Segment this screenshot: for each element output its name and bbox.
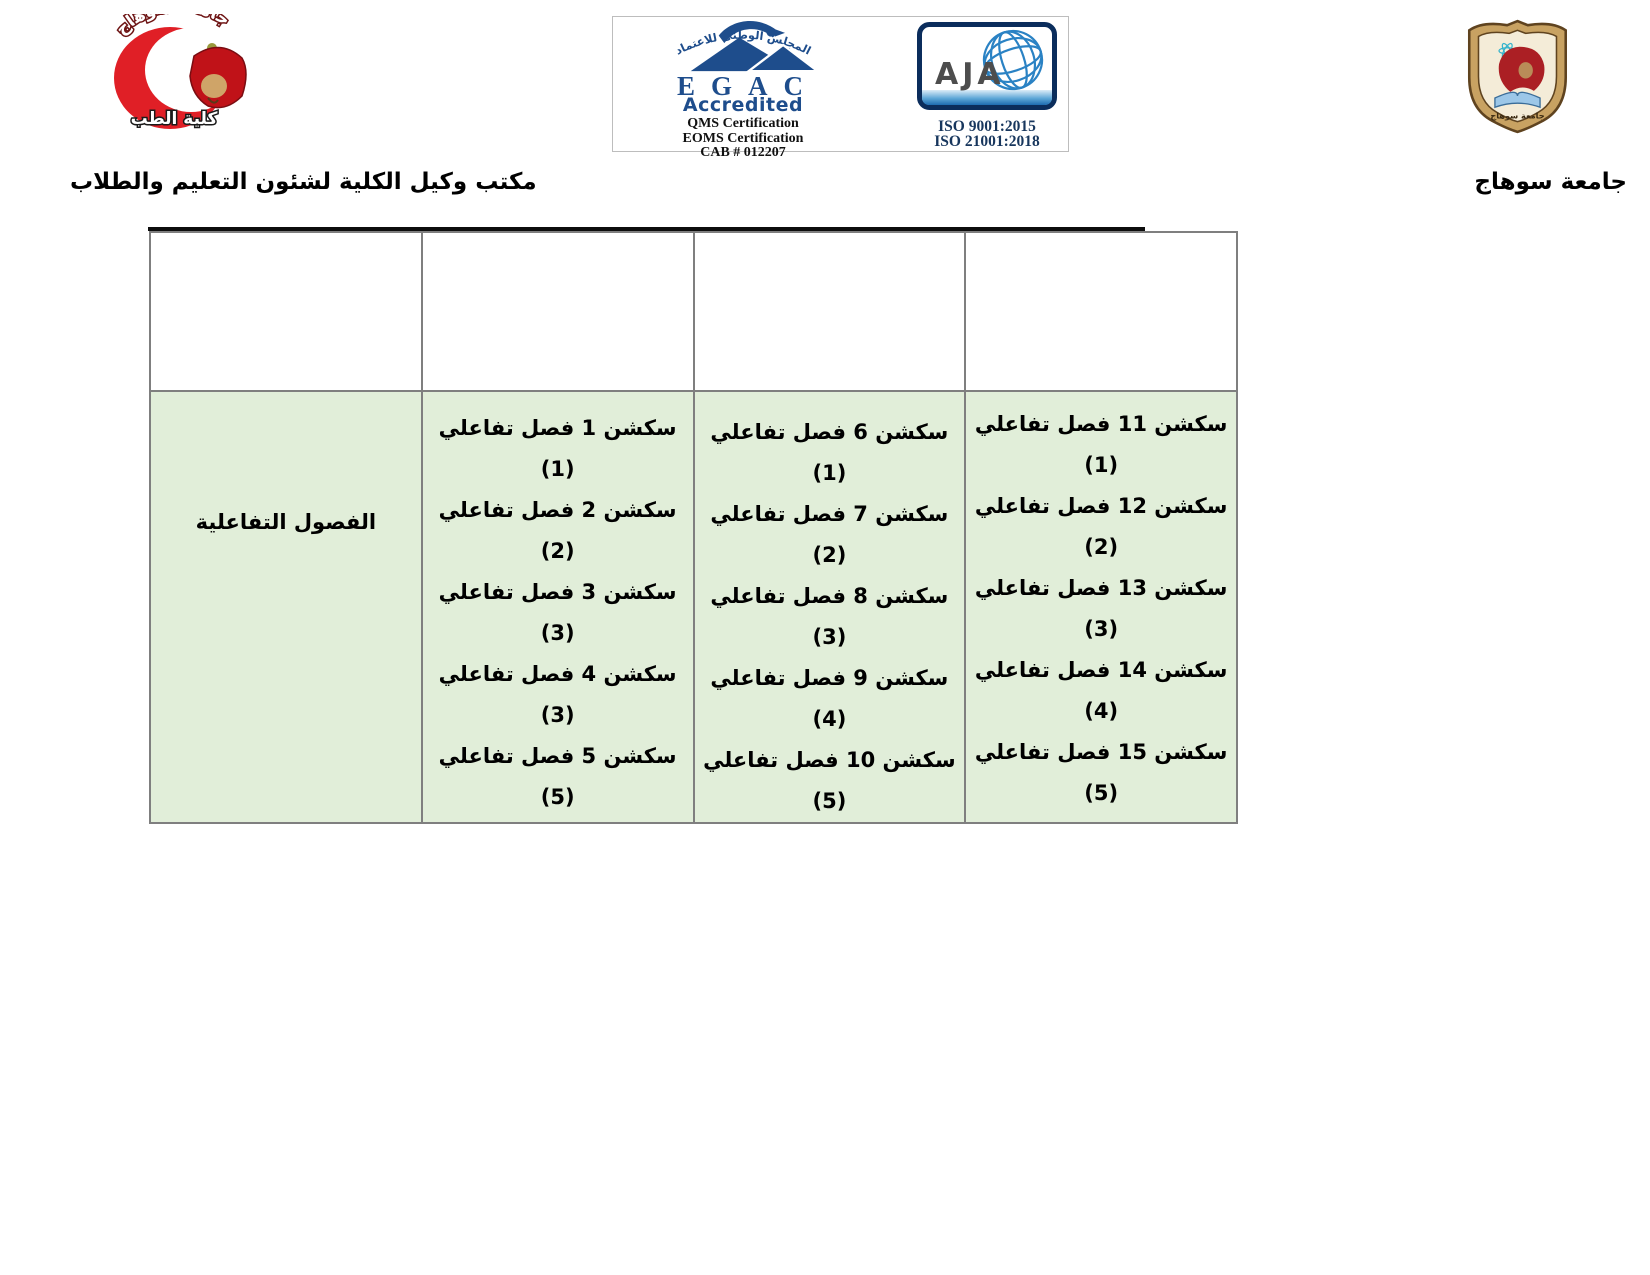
section-item: سكشن 14 فصل تفاعلي (4) — [974, 658, 1228, 723]
globe-wireframe — [982, 29, 1044, 91]
pharaoh-head-icon — [1498, 46, 1545, 92]
sections-6-10-cell: سكشن 6 فصل تفاعلي (1) سكشن 7 فصل تفاعلي … — [692, 390, 967, 824]
faculty-logo-bottom-text: كلية الطب — [131, 109, 218, 129]
egac-acronym: EGAC — [676, 71, 819, 101]
header-rule — [148, 227, 1145, 231]
aja-globe-icon: AJA — [917, 22, 1057, 110]
section-item: سكشن 13 فصل تفاعلي (3) — [974, 576, 1228, 641]
aja-logo: AJA ISO 9001:2015 ISO 21001:2018 — [916, 22, 1058, 149]
table-header-row — [149, 231, 1238, 392]
aja-iso-lines: ISO 9001:2015 ISO 21001:2018 — [916, 118, 1058, 150]
section-item: سكشن 12 فصل تفاعلي (2) — [974, 494, 1228, 559]
empty-cell — [149, 231, 423, 392]
office-label: مكتب وكيل الكلية لشئون التعليم والطلاب — [70, 169, 537, 195]
section-item: سكشن 9 فصل تفاعلي (4) — [710, 666, 949, 731]
egac-eagle-pyramids-icon: المجلس الوطنى للاعتماد — [673, 21, 822, 73]
row-label: الفصول التفاعلية — [195, 510, 377, 534]
pharaoh-head-icon — [189, 43, 247, 109]
egac-accredited-label: Accredited — [682, 94, 804, 116]
accreditation-block: المجلس الوطنى للاعتماد EGAC Accredited Q… — [612, 16, 1069, 160]
egac-cert-line: CAB # 012207 — [700, 145, 786, 160]
sections-1-5-cell: سكشن 1 فصل تفاعلي (1) سكشن 2 فصل تفاعلي … — [420, 390, 695, 824]
empty-cell — [964, 231, 1238, 392]
sections-11-15-cell: سكشن 11 فصل تفاعلي (1) سكشن 12 فصل تفاعل… — [964, 390, 1238, 824]
iso-line: ISO 9001:2015 — [938, 118, 1036, 135]
faculty-medicine-logo: جامعة سوهاج كلية الطب — [110, 14, 247, 131]
section-item: سكشن 7 فصل تفاعلي (2) — [710, 502, 949, 567]
egac-cert-lines: QMS Certification EOMS Certification CAB… — [627, 116, 859, 161]
egac-cert-line: QMS Certification — [687, 116, 799, 131]
open-book-icon — [1494, 91, 1541, 109]
empty-cell — [420, 231, 695, 392]
section-item: سكشن 4 فصل تفاعلي (3) — [438, 662, 677, 727]
empty-cell — [692, 231, 967, 392]
interactive-classes-cell: الفصول التفاعلية — [149, 390, 423, 824]
egac-cert-line: EOMS Certification — [682, 130, 804, 146]
section-item: سكشن 8 فصل تفاعلي (3) — [710, 584, 949, 649]
section-item: سكشن 5 فصل تفاعلي (5) — [438, 744, 677, 809]
sohag-university-logo: جامعة سوهاج — [1467, 19, 1567, 134]
section-item: سكشن 15 فصل تفاعلي (5) — [974, 740, 1228, 805]
section-item: سكشن 6 فصل تفاعلي (1) — [710, 420, 949, 485]
section-item: سكشن 1 فصل تفاعلي (1) — [438, 416, 677, 481]
university-logo-text: جامعة سوهاج — [1490, 111, 1544, 122]
university-label: جامعة سوهاج — [1474, 169, 1627, 195]
section-item: سكشن 3 فصل تفاعلي (3) — [438, 580, 677, 645]
aja-acronym: AJA — [935, 57, 1005, 92]
sections-table: الفصول التفاعلية سكشن 1 فصل تفاعلي (1) س… — [149, 231, 1238, 824]
section-item: سكشن 11 فصل تفاعلي (1) — [974, 412, 1228, 477]
egac-logo: المجلس الوطنى للاعتماد EGAC Accredited Q… — [627, 17, 859, 161]
table-body-row: الفصول التفاعلية سكشن 1 فصل تفاعلي (1) س… — [149, 390, 1238, 824]
section-item: سكشن 2 فصل تفاعلي (2) — [438, 498, 677, 563]
iso-line: ISO 21001:2018 — [934, 133, 1040, 150]
section-item: سكشن 10 فصل تفاعلي (5) — [703, 748, 956, 813]
